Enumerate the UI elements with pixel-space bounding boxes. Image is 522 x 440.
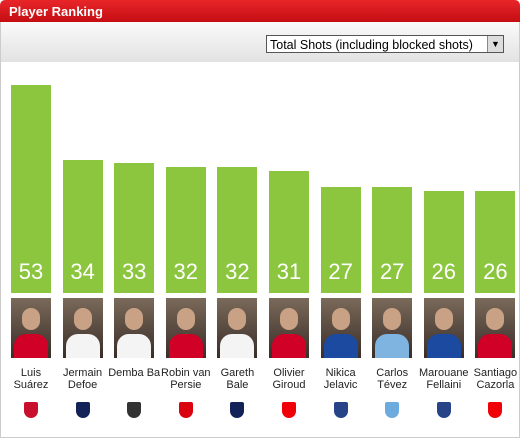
club-badge xyxy=(488,402,503,418)
photo-head xyxy=(434,308,453,330)
photo-head xyxy=(228,308,247,330)
photo-body xyxy=(14,334,48,358)
value-label: 27 xyxy=(328,259,353,284)
player-name: Olivier Giroud xyxy=(272,367,306,391)
photo-head xyxy=(383,308,402,330)
player-photo xyxy=(423,298,464,358)
photo-head xyxy=(125,308,144,330)
bar xyxy=(114,163,155,293)
player-photo xyxy=(320,298,361,358)
player-name: Robin van Persie xyxy=(161,367,211,391)
photo-head xyxy=(73,308,92,330)
bar xyxy=(372,187,413,293)
chart-area: 53 Luis Suárez 34 Jermain Defoe 33 Demba Ba 32… xyxy=(0,62,520,438)
player-name: Marouane Fellaini xyxy=(419,367,469,391)
player-name: Gareth Bale xyxy=(220,367,255,391)
bar xyxy=(475,190,516,293)
value-label: 26 xyxy=(483,259,508,284)
photo-head xyxy=(486,308,505,330)
club-badge xyxy=(127,402,142,418)
player-photo xyxy=(372,298,413,358)
player-name: Santiago Cazorla xyxy=(473,367,518,391)
photo-body xyxy=(65,334,100,358)
photo-body xyxy=(375,334,410,358)
photo-body xyxy=(426,334,461,358)
club-badge xyxy=(282,402,296,418)
club-badge xyxy=(178,402,193,418)
player-photo xyxy=(269,298,309,358)
photo-head xyxy=(176,308,195,330)
player-name: Demba Ba xyxy=(108,367,161,379)
club-badge xyxy=(385,402,400,418)
value-label: 26 xyxy=(431,259,457,284)
value-label: 32 xyxy=(173,259,199,284)
dropdown-arrow[interactable]: ▼ xyxy=(487,36,503,52)
selector-text[interactable]: Total Shots (including blocked shots) xyxy=(270,38,473,52)
club-badge xyxy=(24,402,38,418)
value-label: 53 xyxy=(18,259,44,284)
player-name: Carlos Tévez xyxy=(376,367,409,391)
photo-body xyxy=(117,334,152,358)
player-photo xyxy=(62,298,103,358)
club-badge xyxy=(230,402,245,418)
value-label: 34 xyxy=(70,259,95,284)
value-label: 33 xyxy=(121,259,147,284)
bar xyxy=(62,159,103,293)
bar xyxy=(165,167,206,293)
bar xyxy=(11,85,51,293)
player-photo xyxy=(475,298,516,358)
photo-body xyxy=(323,334,358,358)
player-photo xyxy=(165,298,206,358)
bar xyxy=(423,190,464,293)
toolbar: Total Shots (including blocked shots) ▼ xyxy=(0,22,520,62)
value-label: 32 xyxy=(225,259,250,284)
player-photo xyxy=(11,298,51,358)
bar xyxy=(217,167,258,293)
bar xyxy=(269,171,309,293)
photo-head xyxy=(22,308,40,330)
value-label: 31 xyxy=(276,259,302,284)
player-name: Jermain Defoe xyxy=(63,367,103,391)
player-photo xyxy=(114,298,155,358)
player-name: Luis Suárez xyxy=(13,367,49,391)
stat-selector[interactable]: Total Shots (including blocked shots) ▼ xyxy=(266,35,504,53)
club-badge xyxy=(75,402,90,418)
player-photo xyxy=(217,298,258,358)
bar xyxy=(320,187,361,293)
value-label: 27 xyxy=(379,259,405,284)
header-title: Player Ranking xyxy=(0,0,520,22)
photo-head xyxy=(331,308,350,330)
photo-body xyxy=(272,334,306,358)
photo-head xyxy=(280,308,298,330)
player-name: Nikica Jelavic xyxy=(323,367,358,391)
club-badge xyxy=(333,402,348,418)
photo-body xyxy=(220,334,255,358)
photo-body xyxy=(168,334,203,358)
club-badge xyxy=(436,402,451,418)
photo-body xyxy=(478,334,513,358)
